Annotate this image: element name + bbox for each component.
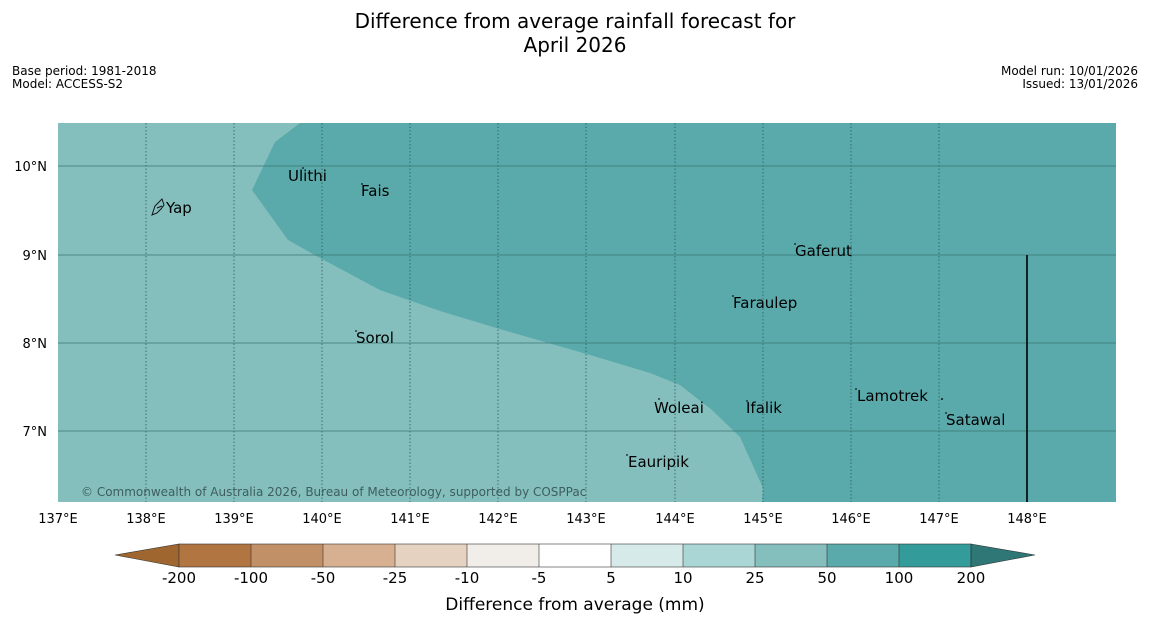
colorbar-tick-labels: -200 -100 -50 -25 -10 -5 5 10 25 50 100 … (162, 569, 985, 587)
colorbar-left-extension (114, 543, 180, 568)
lon-label-141e: 141°E (390, 512, 430, 527)
place-markers (302, 167, 947, 456)
place-label-sorol: Sorol (356, 329, 394, 347)
place-label-ulithi: Ulithi (288, 167, 327, 185)
place-label-ifalik: Ifalik (746, 399, 782, 417)
place-label-lamotrek: Lamotrek (857, 387, 928, 405)
colorbar-right-extension (970, 543, 1036, 568)
copyright-notice: © Commonwealth of Australia 2026, Bureau… (81, 485, 586, 499)
colorbar-tick: -50 (311, 569, 336, 587)
model-run-text: Model run: 10/01/2026 (1000, 64, 1138, 78)
place-label-woleai: Woleai (654, 399, 704, 417)
lon-label-148e: 148°E (1007, 512, 1047, 527)
zone-50-100 (252, 123, 1116, 502)
place-label-eauripik: Eauripik (628, 453, 689, 471)
colorbar-title: Difference from average (mm) (445, 595, 704, 615)
meta-left: Base period: 1981-2018 Model: ACCESS-S2 (12, 65, 157, 91)
longitude-labels: 137°E 138°E 139°E 140°E 141°E 142°E 143°… (38, 512, 1047, 527)
meridians (145, 123, 940, 502)
place-label-satawal: Satawal (946, 411, 1005, 429)
colorbar-swatch-8 (683, 544, 755, 567)
title-line-1: Difference from average rainfall forecas… (354, 9, 796, 33)
lon-label-140e: 140°E (302, 512, 342, 527)
faraulep-marker (732, 295, 734, 297)
colorbar-swatch-6 (539, 544, 611, 567)
base-period-text: Base period: 1981-2018 (12, 64, 157, 78)
colorbar-swatch-10 (827, 544, 899, 567)
parallels (58, 165, 1116, 432)
place-labels: Yap Ulithi Fais Gaferut Faraulep Sorol L… (165, 167, 1005, 471)
ulithi-marker (302, 167, 304, 169)
colorbar-swatch-2 (251, 544, 323, 567)
ifalik-marker (746, 400, 748, 402)
lamotrek-marker (855, 388, 857, 390)
place-label-yap: Yap (165, 199, 192, 217)
colorbar-tick: -10 (455, 569, 480, 587)
yap-island-shape (151, 198, 165, 216)
model-text: Model: ACCESS-S2 (12, 77, 124, 91)
colorbar-tick: -5 (532, 569, 547, 587)
colorbar-swatch-11 (899, 544, 971, 567)
colorbar: -200 -100 -50 -25 -10 -5 5 10 25 50 100 … (114, 543, 1036, 615)
latitude-labels: 10°N 9°N 8°N 7°N (14, 160, 47, 440)
colorbar-swatch-9 (755, 544, 827, 567)
lat-label-8n: 8°N (23, 337, 48, 352)
place-label-fais: Fais (361, 182, 390, 200)
lat-label-7n: 7°N (23, 425, 48, 440)
colorbar-dividers (250, 544, 900, 567)
lon-label-139e: 139°E (214, 512, 254, 527)
colorbar-tick: 200 (957, 569, 986, 587)
colorbar-tick: -100 (234, 569, 268, 587)
map-panel: Yap Ulithi Fais Gaferut Faraulep Sorol L… (58, 123, 1116, 502)
fais-marker (361, 183, 363, 185)
colorbar-swatch-3 (323, 544, 395, 567)
place-label-faraulep: Faraulep (733, 294, 797, 312)
colorbar-swatch-7 (611, 544, 683, 567)
lamotrek-east-marker (941, 398, 943, 400)
sorol-marker (355, 330, 357, 332)
chart-title: Difference from average rainfall forecas… (0, 9, 1150, 57)
colorbar-swatch-1 (179, 544, 251, 567)
lat-label-9n: 9°N (23, 249, 48, 264)
lon-label-144e: 144°E (655, 512, 695, 527)
colorbar-outline (178, 543, 972, 568)
issued-text: Issued: 13/01/2026 (1022, 77, 1138, 91)
colorbar-tick: 50 (817, 569, 836, 587)
gaferut-marker (794, 243, 796, 245)
meta-right: Model run: 10/01/2026 Issued: 13/01/2026 (1001, 65, 1138, 91)
lon-label-138e: 138°E (126, 512, 166, 527)
satawal-marker (945, 412, 947, 414)
eauripik-marker (626, 454, 628, 456)
colorbar-tick: -200 (162, 569, 196, 587)
lon-label-142e: 142°E (478, 512, 518, 527)
title-line-2: April 2026 (523, 33, 627, 57)
lon-label-143e: 143°E (566, 512, 606, 527)
colorbar-tick: 100 (885, 569, 914, 587)
colorbar-tick: 5 (606, 569, 616, 587)
lon-label-147e: 147°E (919, 512, 959, 527)
lon-label-146e: 146°E (831, 512, 871, 527)
colorbar-tick: -25 (383, 569, 408, 587)
woleai-marker (658, 398, 660, 400)
place-label-gaferut: Gaferut (795, 242, 852, 260)
lon-label-145e: 145°E (743, 512, 783, 527)
lon-label-137e: 137°E (38, 512, 78, 527)
colorbar-swatch-4 (395, 544, 467, 567)
colorbar-tick: 25 (745, 569, 764, 587)
colorbar-tick: 10 (673, 569, 692, 587)
lat-label-10n: 10°N (14, 160, 47, 175)
colorbar-swatch-5 (467, 544, 539, 567)
